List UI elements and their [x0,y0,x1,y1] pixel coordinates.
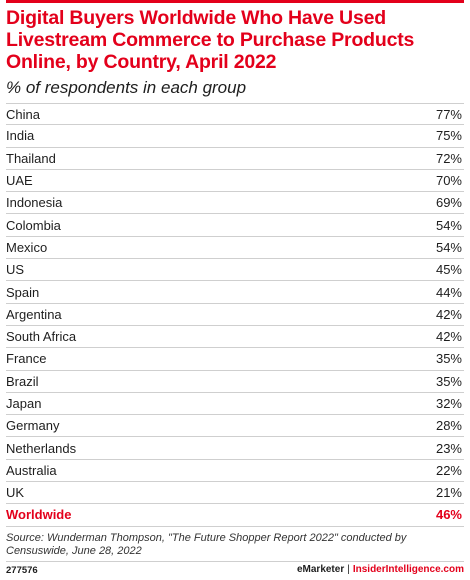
row-value: 35% [435,373,462,389]
row-label: US [6,262,25,278]
table-row: Australia 22% [6,460,464,483]
row-label: Colombia [6,217,61,233]
data-table: China 77% India 75% Thailand 72% UAE 70% Indones… [6,103,464,527]
row-value: 46% [435,507,462,523]
row-value: 69% [435,195,462,211]
row-label: UAE [6,173,33,189]
table-row: South Africa 42% [6,326,464,349]
row-value: 44% [435,284,462,300]
row-label: UK [6,485,25,501]
row-label: Germany [6,418,60,434]
row-value: 77% [435,106,462,122]
top-accent-rule [6,0,464,3]
table-row: US 45% [6,259,464,282]
table-row: Argentina 42% [6,304,464,326]
row-label: Brazil [6,373,39,389]
table-row: Colombia 54% [6,214,464,237]
row-value: 21% [435,485,462,501]
table-row-total: Worldwide 46% [6,504,464,527]
row-label: Argentina [6,306,62,322]
row-value: 54% [435,239,462,255]
row-label: Japan [6,396,42,411]
row-label: Worldwide [6,507,72,523]
footer-brand: eMarketer | InsiderIntelligence.com [297,564,464,575]
chart-id: 277576 [6,565,38,576]
row-value: 42% [435,306,462,322]
row-label: Indonesia [6,195,63,211]
row-label: Netherlands [6,440,77,456]
source-note: Source: Wunderman Thompson, "The Future … [6,532,407,557]
row-value: 32% [435,396,462,411]
table-row: Japan 32% [6,393,464,416]
row-value: 35% [435,351,462,367]
row-value: 54% [435,217,462,233]
row-label: India [6,128,35,144]
table-row: Netherlands 23% [6,437,464,460]
row-label: Australia [6,462,57,478]
row-value: 28% [435,418,462,434]
chart-subtitle: % of respondents in each group [6,78,247,97]
table-row: Mexico 54% [6,237,464,260]
table-row: India 75% [6,125,464,148]
table-row: Spain 44% [6,281,464,304]
row-label: Mexico [6,239,48,255]
table-row: Germany 28% [6,415,464,438]
table-row: France 35% [6,348,464,371]
brand-insider-intelligence: InsiderIntelligence.com [352,564,464,575]
row-label: China [6,106,40,122]
brand-emarketer: eMarketer [296,564,345,575]
row-value: 72% [435,150,462,166]
row-value: 23% [435,440,462,456]
table-row: Brazil 35% [6,371,464,393]
row-value: 42% [435,329,462,345]
row-value: 75% [435,128,462,144]
row-value: 45% [435,262,462,278]
row-value: 70% [435,173,462,189]
brand-separator: | [347,564,350,575]
table-row: UAE 70% [6,170,464,193]
table-row: Indonesia 69% [6,192,464,215]
row-label: Spain [6,284,40,300]
chart-title: Digital Buyers Worldwide Who Have Used L… [6,7,415,73]
table-row: China 77% [6,103,464,126]
row-value: 22% [435,462,462,478]
footer-rule [6,561,464,562]
table-row: Thailand 72% [6,148,464,170]
row-label: Thailand [6,150,56,166]
row-label: France [6,351,47,367]
row-label: South Africa [6,329,77,345]
table-row: UK 21% [6,482,464,505]
